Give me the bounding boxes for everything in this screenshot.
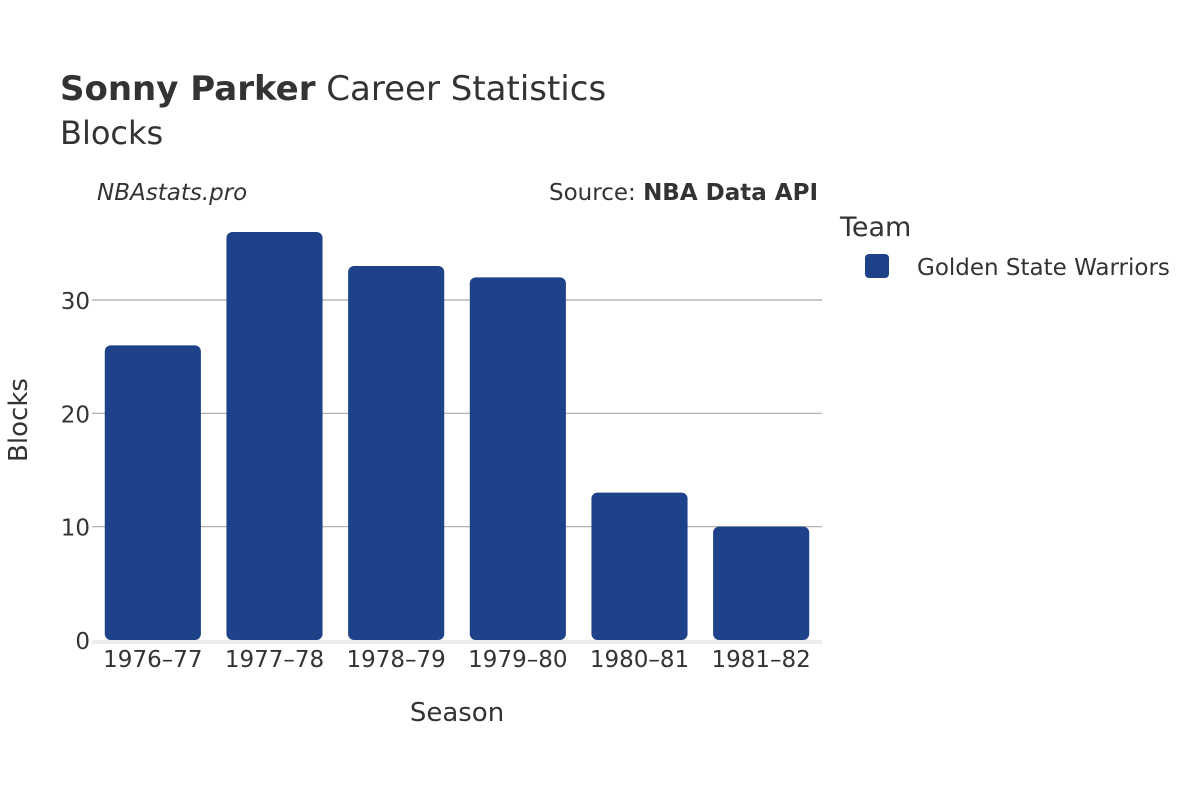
bar[interactable] bbox=[469, 277, 566, 640]
legend-item-label[interactable]: Golden State Warriors bbox=[917, 255, 1170, 281]
legend-title: Team bbox=[839, 212, 911, 243]
y-tick-labels: 0 10 20 30 bbox=[61, 289, 90, 655]
y-tick-label: 30 bbox=[61, 289, 90, 315]
chart-title-rest: Career Statistics bbox=[316, 69, 607, 109]
x-tick-label: 1980–81 bbox=[590, 647, 689, 673]
source-prefix: Source: bbox=[549, 180, 643, 206]
x-axis-label: Season bbox=[410, 698, 504, 728]
y-axis-label: Blocks bbox=[4, 378, 34, 462]
chart-title: Sonny Parker Career Statistics bbox=[60, 69, 606, 109]
bar[interactable] bbox=[226, 232, 323, 640]
x-tick-labels: 1976–77 1977–78 1978–79 1979–80 1980–81 1981–… bbox=[103, 647, 811, 673]
legend-swatch[interactable] bbox=[865, 254, 889, 278]
x-tick-label: 1976–77 bbox=[103, 647, 202, 673]
source-name: NBA Data API bbox=[643, 180, 818, 206]
watermark: NBAstats.pro bbox=[97, 180, 247, 206]
x-tick-label: 1977–78 bbox=[225, 647, 324, 673]
gridlines bbox=[92, 299, 822, 644]
source-credit: Source: NBA Data API bbox=[549, 180, 818, 206]
y-tick-label: 0 bbox=[75, 629, 90, 655]
bar[interactable] bbox=[104, 345, 201, 640]
bars bbox=[104, 232, 810, 640]
chart-subtitle: Blocks bbox=[60, 114, 163, 152]
bar[interactable] bbox=[591, 492, 688, 640]
y-tick-label: 10 bbox=[61, 516, 90, 542]
x-tick-label: 1981–82 bbox=[712, 647, 811, 673]
x-tick-label: 1979–80 bbox=[468, 647, 567, 673]
x-tick-label: 1978–79 bbox=[347, 647, 446, 673]
y-tick-label: 20 bbox=[61, 402, 90, 428]
bar[interactable] bbox=[713, 526, 810, 640]
chart-title-bold: Sonny Parker bbox=[60, 69, 316, 109]
legend: Team Golden State Warriors bbox=[839, 212, 1170, 281]
bar[interactable] bbox=[348, 266, 445, 640]
x-axis-baseline bbox=[92, 640, 822, 644]
